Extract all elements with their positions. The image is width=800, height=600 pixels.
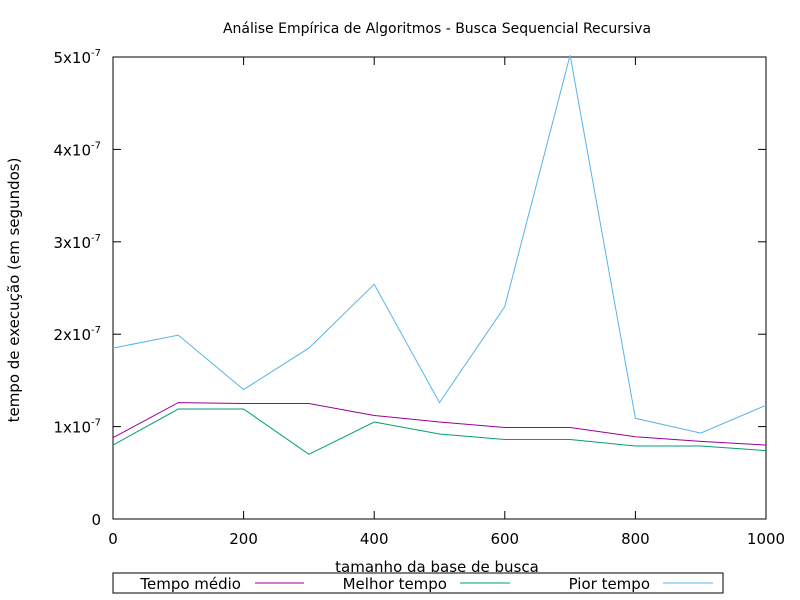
chart-title: Análise Empírica de Algoritmos - Busca S… (223, 21, 651, 37)
x-tick-label: 800 (621, 530, 650, 548)
x-tick-labels: 0 200 400 600 800 1000 (108, 530, 785, 548)
legend-box (112, 572, 724, 594)
x-tick-label: 400 (360, 530, 389, 548)
series-line-2 (112, 408, 767, 455)
x-tick-label: 1000 (747, 530, 785, 548)
x-tick-label: 0 (108, 530, 118, 548)
x-tick-label: 600 (490, 530, 519, 548)
y-tick-labels: 0 1x10-7 2x10-7 3x10-7 4x10-7 5x10-7 (54, 48, 102, 529)
y-axis-label: tempo de execução (em segundos) (5, 158, 23, 423)
series-line-3 (112, 55, 767, 434)
y-tick-label: 4x10-7 (54, 140, 102, 159)
plot-border (112, 56, 767, 520)
legend-label: Melhor tempo (343, 575, 447, 593)
y-tick-label: 2x10-7 (54, 325, 102, 344)
legend-label: Pior tempo (569, 575, 650, 593)
y-tick-label: 0 (91, 511, 101, 529)
y-tick-label: 1x10-7 (54, 418, 102, 437)
y-tick-label: 3x10-7 (54, 233, 102, 252)
legend: Tempo médio Melhor tempo Pior tempo (139, 575, 713, 593)
series-line-1 (112, 402, 767, 446)
series-lines (112, 55, 767, 455)
x-axis-label: tamanho da base de busca (335, 558, 539, 576)
legend-label: Tempo médio (139, 575, 241, 593)
axis-ticks (113, 57, 766, 519)
y-tick-label: 5x10-7 (54, 48, 102, 67)
x-tick-label: 200 (229, 530, 258, 548)
